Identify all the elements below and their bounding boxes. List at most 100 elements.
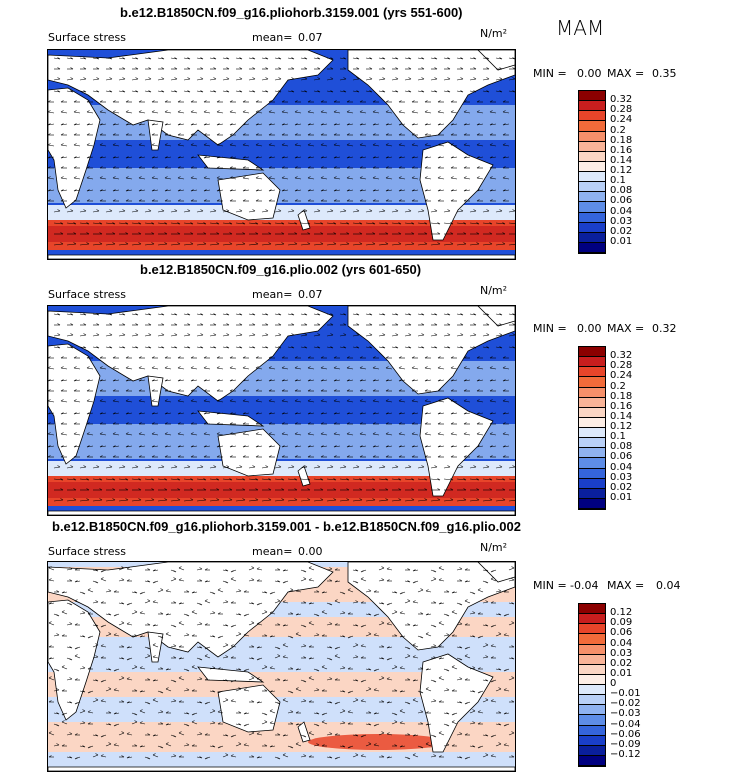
wind-arrow [191,611,198,615]
wind-arrow [157,57,165,60]
wind-arrow [177,445,185,448]
wind-arrow-head [96,90,100,93]
wind-arrow-head [212,611,216,614]
wind-arrow [476,189,484,192]
wind-arrow-head [60,133,64,136]
wind-arrow-head [447,346,451,349]
land-mass [217,428,281,477]
wind-arrow-head [73,232,77,235]
wind-arrow-head [511,700,515,703]
wind-arrow-head [407,568,411,571]
wind-arrow-head [251,645,255,648]
wind-arrow-head [112,100,116,103]
wind-arrow-head [242,232,246,235]
wind-arrow-head [229,399,233,402]
wind-arrow-head [399,709,403,712]
wind-arrow [255,445,263,448]
wind-arrow-head [190,488,194,491]
wind-arrow [183,346,191,349]
wind-arrow-head [320,488,324,491]
wind-arrow-head [203,232,207,235]
wind-arrow [450,144,458,147]
wind-arrow [222,334,230,337]
wind-arrow-head [152,643,156,646]
wind-arrow-head [268,498,272,501]
wind-arrow-head [252,313,256,316]
wind-arrow [365,90,373,93]
wind-arrow-head [86,478,90,481]
wind-arrow-head [281,222,285,225]
wind-arrow-head [359,199,363,202]
wind-arrow-head [112,232,116,235]
colorbar-tick-label: 0.06 [610,451,633,463]
wind-arrow-head [294,189,298,192]
wind-arrow-head [152,679,156,682]
wind-arrow-head [308,657,312,660]
wind-arrow [229,412,237,415]
wind-arrow-head [290,691,294,694]
wind-arrow [183,466,191,469]
wind-arrow-head [316,743,320,746]
wind-arrow-head [268,199,272,202]
wind-arrow [477,711,484,714]
wind-arrow [463,177,471,180]
wind-arrow [125,400,133,403]
wind-arrow [281,177,289,180]
wind-arrow [456,568,463,571]
wind-arrow-head [307,488,311,491]
wind-arrow-head [476,412,480,415]
wind-arrow [495,243,506,246]
wind-arrow-head [48,432,51,435]
wind-arrow-head [252,67,256,70]
wind-arrow [255,433,263,436]
wind-arrow [417,346,425,349]
wind-arrow-head [329,658,333,661]
wind-arrow-head [229,199,233,202]
wind-arrow-head [355,624,359,627]
wind-arrow [308,579,315,582]
wind-arrow [118,210,126,213]
panel-2-map [47,305,516,516]
wind-arrow-head [460,90,464,93]
wind-arrow-head [498,742,502,745]
wind-arrow-head [450,488,454,491]
wind-arrow [73,144,81,147]
wind-arrow-head [87,691,91,694]
wind-arrow-head [212,690,216,693]
wind-arrow-head [139,611,143,614]
wind-arrow-head [447,209,451,212]
wind-arrow [313,78,321,81]
wind-arrow [450,433,458,436]
wind-arrow-head [56,590,60,593]
wind-arrow-head [333,166,337,169]
wind-arrow-head [112,445,116,448]
wind-arrow-head [122,346,126,349]
wind-arrow [73,433,81,436]
wind-arrow [126,678,133,681]
wind-arrow-head [450,399,454,402]
wind-arrow [60,189,68,192]
wind-arrow-head [190,123,194,126]
wind-arrow [300,334,308,337]
wind-arrow [365,590,372,593]
wind-arrow-head [412,698,416,701]
wind-arrow-head [177,432,181,435]
wind-arrow-head [70,90,74,93]
wind-arrow [235,210,243,213]
wind-arrow-head [476,232,480,235]
wind-arrow-head [255,166,259,169]
wind-arrow-head [242,143,246,146]
wind-arrow-head [304,333,308,336]
wind-arrow-head [125,232,129,235]
wind-arrow-head [122,209,126,212]
wind-arrow-head [255,379,259,382]
subpolar-band [48,205,515,220]
wind-arrow-head [48,621,52,624]
wind-arrow [339,346,347,349]
wind-arrow-head [60,123,64,126]
wind-arrow [372,379,380,382]
wind-arrow-head [203,143,207,146]
wind-arrow [177,123,185,126]
wind-arrow-head [73,242,77,245]
wind-arrow-head [307,222,311,225]
